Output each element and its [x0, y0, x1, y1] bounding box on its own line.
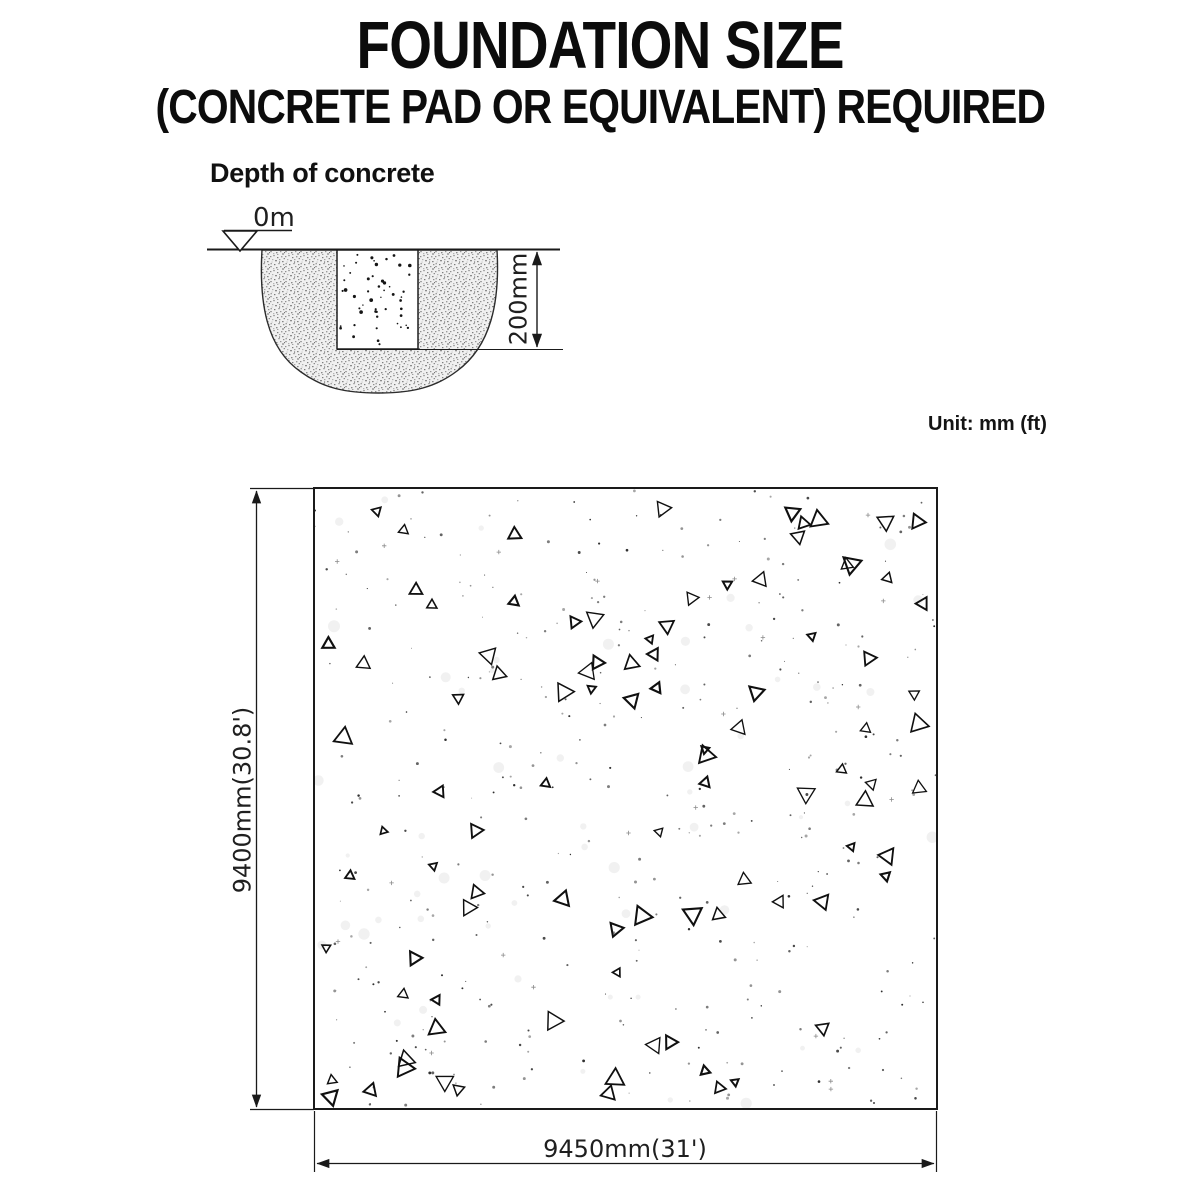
plan-width-label: 9450mm(31') — [543, 1135, 707, 1163]
depth-cross-section-diagram: 0m 200mm — [207, 203, 563, 394]
page-title-text: FOUNDATION SIZE — [356, 8, 844, 83]
dimension-extension-lines — [250, 487, 938, 1172]
concrete-plan-texture — [314, 489, 937, 1109]
concrete-pad-dots-texture — [339, 253, 412, 346]
page-title: FOUNDATION SIZE — [0, 12, 1200, 79]
concrete-pad-cross-section — [336, 249, 419, 350]
plan-height-label: 9400mm(30.8') — [228, 707, 256, 894]
depth-dimension-label: 200mm — [504, 253, 532, 346]
concrete-pad-plan-outline — [313, 487, 938, 1110]
ground-level-marker-icon — [221, 229, 292, 253]
ground-level-label: 0m — [253, 203, 295, 233]
page-subtitle: (CONCRETE PAD OR EQUIVALENT) REQUIRED — [0, 84, 1200, 132]
page-subtitle-text: (CONCRETE PAD OR EQUIVALENT) REQUIRED — [155, 81, 1045, 134]
foundation-plan-diagram: 9400mm(30.8') 9450mm(31') — [228, 487, 938, 1172]
unit-note: Unit: mm (ft) — [928, 413, 1047, 435]
depth-section-heading: Depth of concrete — [210, 158, 435, 188]
